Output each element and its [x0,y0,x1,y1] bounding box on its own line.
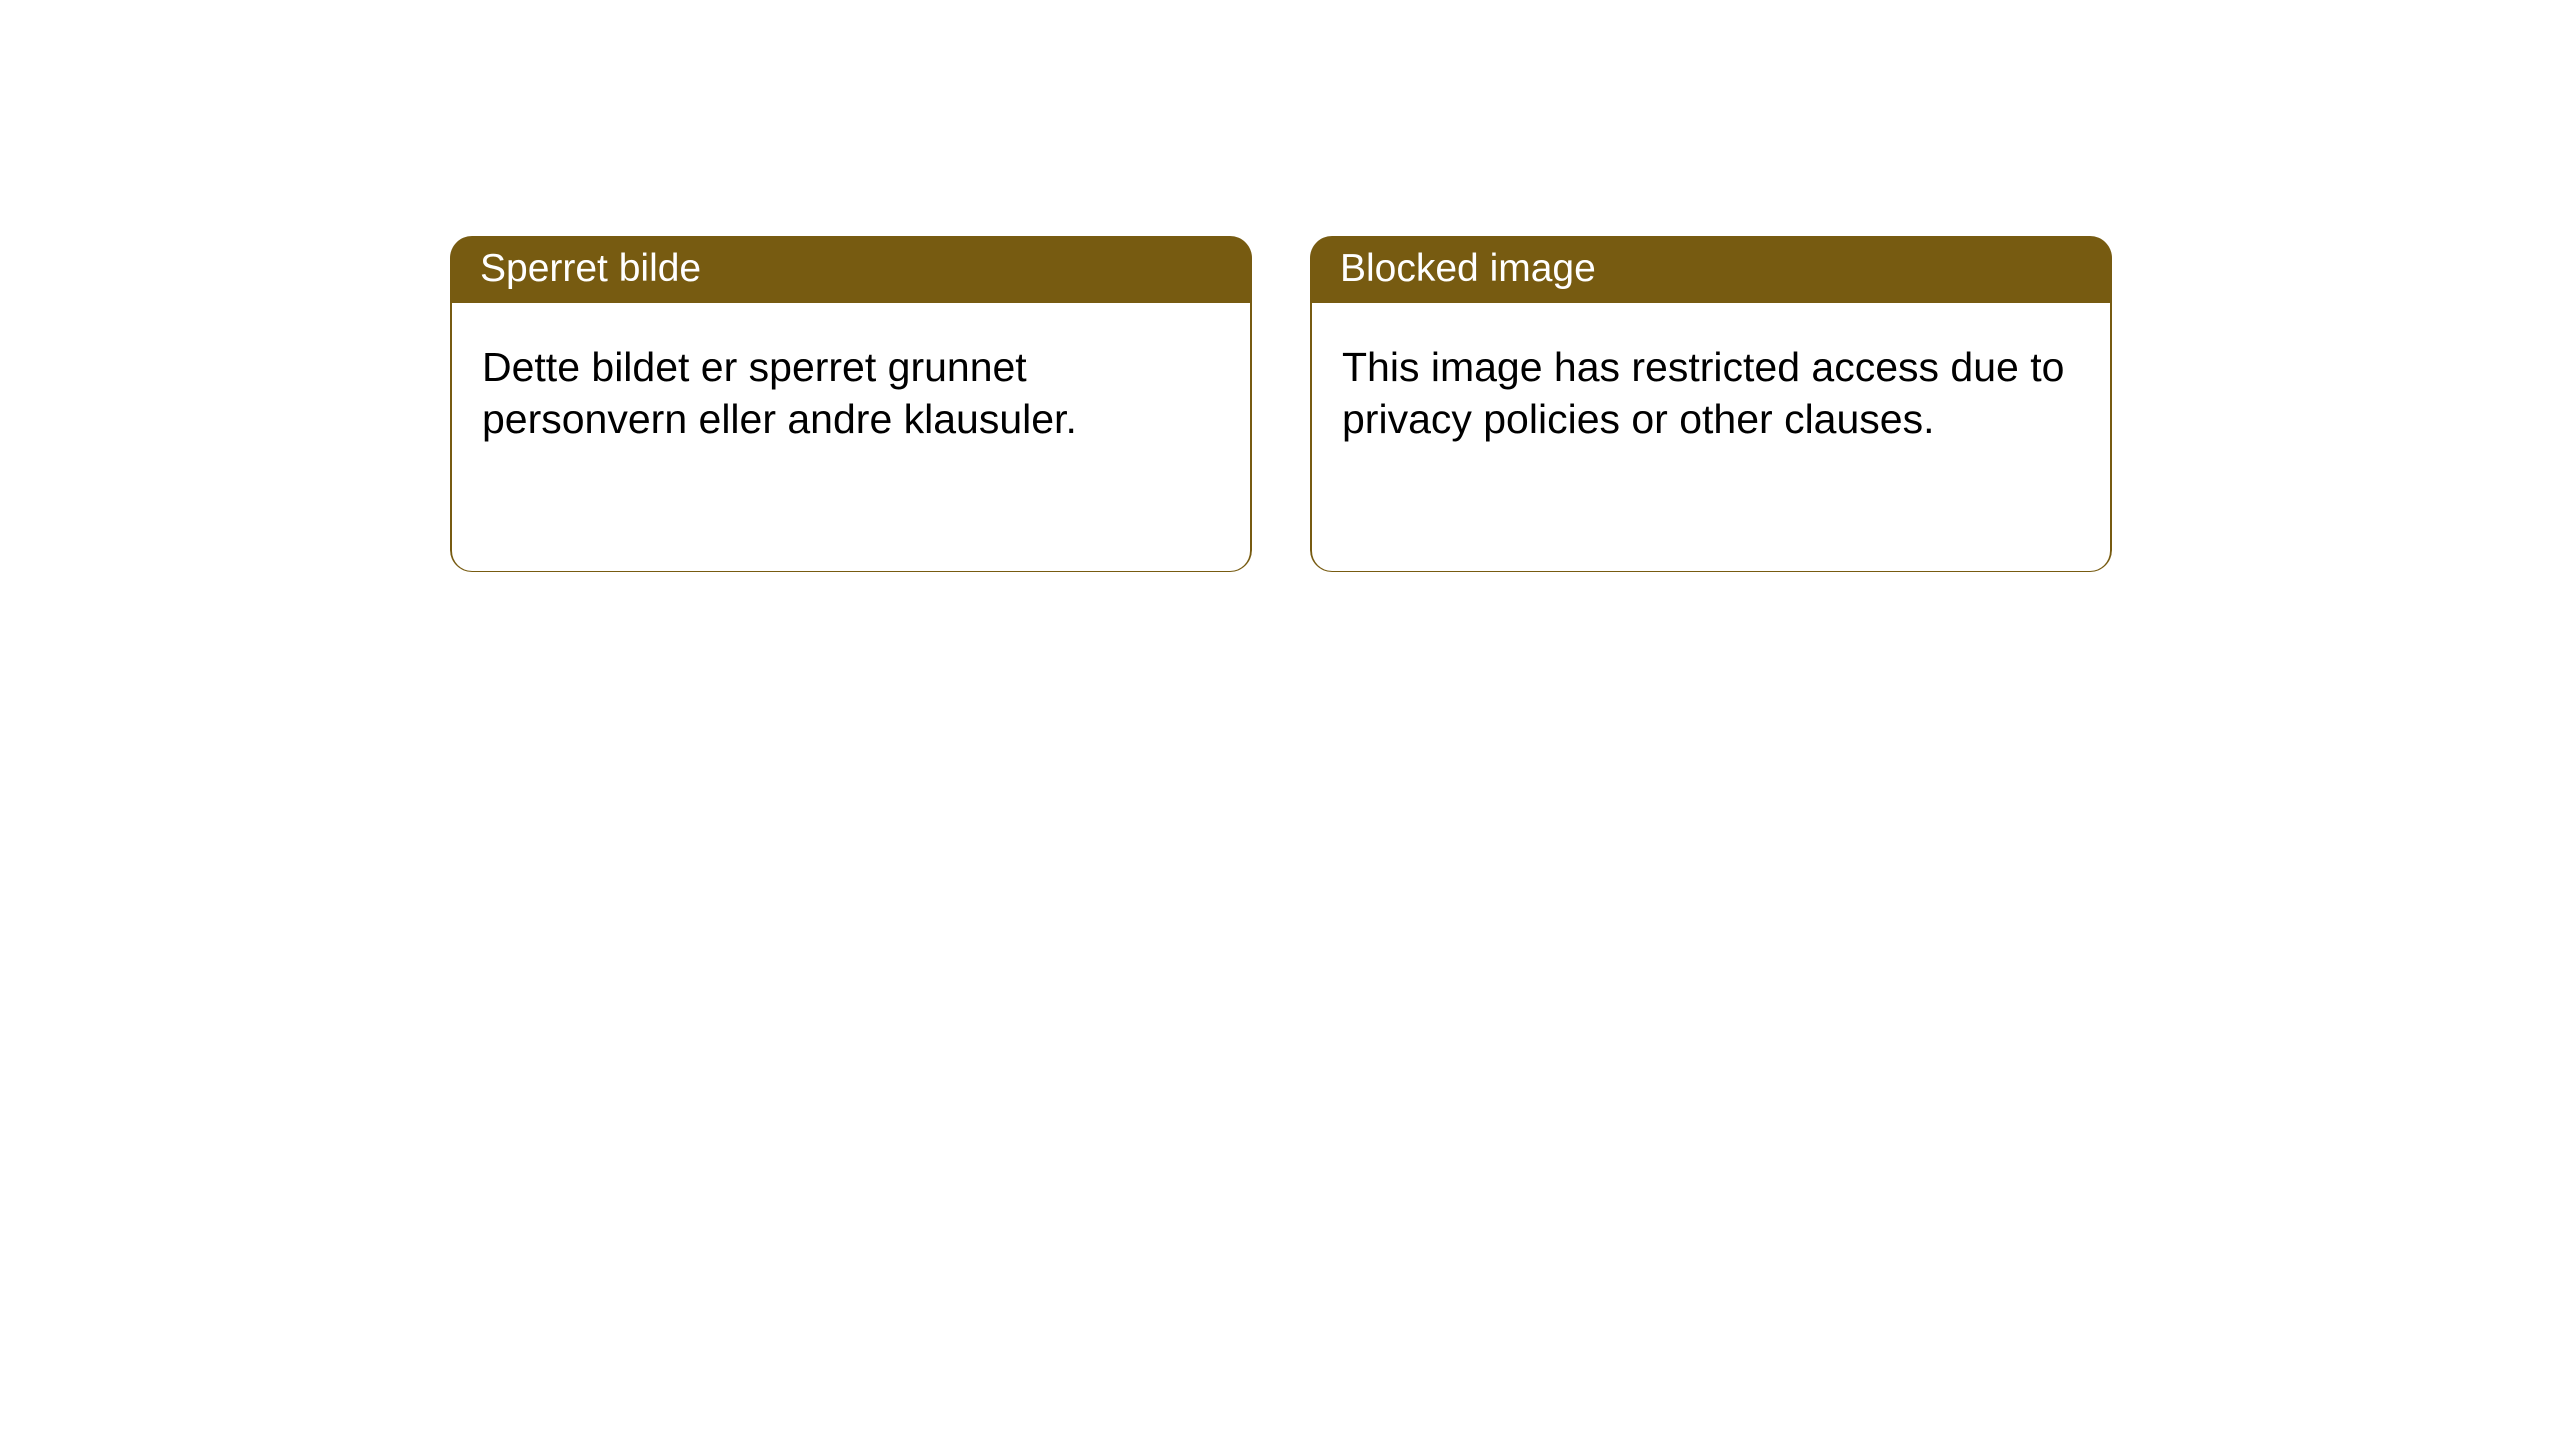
notice-title-norwegian: Sperret bilde [450,236,1252,303]
notice-body-wrap-norwegian: Dette bildet er sperret grunnet personve… [450,303,1252,572]
notice-body-english: This image has restricted access due to … [1342,341,2080,445]
notice-container: Sperret bilde Dette bildet er sperret gr… [450,236,2112,572]
notice-body-wrap-english: This image has restricted access due to … [1310,303,2112,572]
notice-card-english: Blocked image This image has restricted … [1310,236,2112,572]
notice-card-norwegian: Sperret bilde Dette bildet er sperret gr… [450,236,1252,572]
notice-title-english: Blocked image [1310,236,2112,303]
notice-body-norwegian: Dette bildet er sperret grunnet personve… [482,341,1220,445]
